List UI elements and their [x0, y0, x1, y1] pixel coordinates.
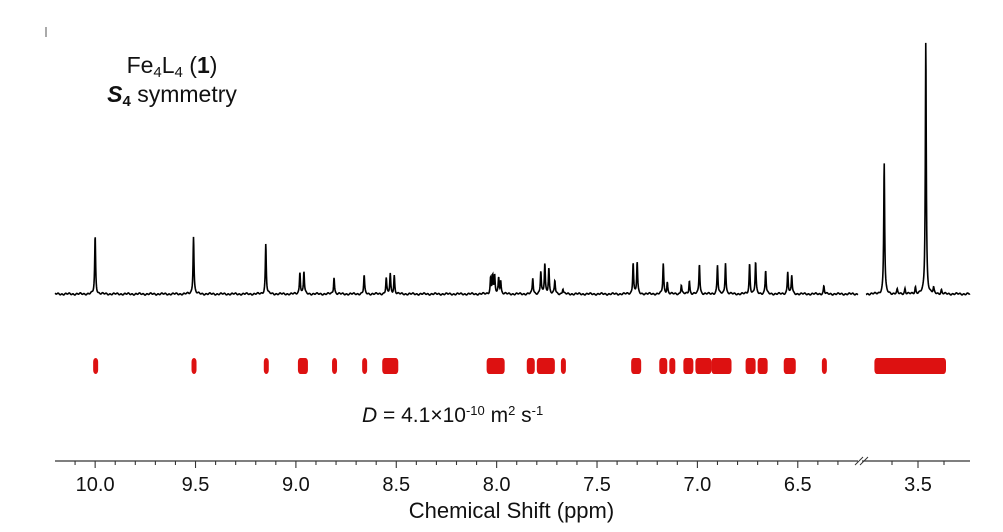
- dosy-mark: [745, 358, 756, 374]
- dosy-mark: [93, 358, 99, 374]
- spectrum-peak: [299, 271, 300, 272]
- axis-tick-label: 8.0: [483, 474, 511, 496]
- axis-tick-label: 6.5: [784, 474, 812, 496]
- dosy-mark: [191, 358, 197, 374]
- axis-tick-label: 7.5: [583, 474, 611, 496]
- dosy-mark: [297, 358, 308, 374]
- dosy-mark: [362, 358, 368, 374]
- spectrum-peak: [884, 162, 885, 163]
- dosy-mark: [560, 358, 566, 374]
- dosy-mark: [695, 358, 712, 374]
- dosy-mark: [526, 358, 535, 374]
- symmetry-label: S4 symmetry: [107, 81, 237, 110]
- dosy-mark: [486, 358, 505, 374]
- spectrum-peak: [193, 235, 194, 236]
- dosy-mark: [536, 358, 555, 374]
- dosy-mark: [683, 358, 694, 374]
- axis-tick-label: 8.5: [382, 474, 410, 496]
- spectrum-group: [54, 40, 971, 296]
- dosy-mark: [382, 358, 399, 374]
- dosy-mark: [332, 358, 338, 374]
- axis-break-mark: [854, 456, 864, 466]
- dosy-mark: [821, 358, 827, 374]
- x-axis: 10.0 9.5 9.0 8.5 8.0 7.5 7.0 6.5 3.5: [55, 456, 970, 496]
- axis-tick-label: 7.0: [683, 474, 711, 496]
- spectrum-peak: [725, 262, 726, 263]
- dosy-mark: [783, 358, 796, 374]
- spectrum-trace-main: [54, 236, 859, 296]
- dosy-mark: [874, 358, 946, 374]
- dosy-mark: [669, 358, 676, 374]
- dosy-group: [93, 358, 946, 374]
- axis-break-mark: [859, 456, 869, 466]
- axis-tick-label: 9.5: [182, 474, 210, 496]
- dosy-mark: [711, 358, 732, 374]
- diffusion-coefficient-label: D = 4.1×10-10 m2 s-1: [362, 403, 544, 427]
- axis-tick-label: 3.5: [904, 474, 932, 496]
- axis-tick-label: 9.0: [282, 474, 310, 496]
- axis-tick-label: 10.0: [76, 474, 115, 496]
- spectrum-peak: [765, 270, 766, 271]
- spectrum-trace-methoxy: [865, 42, 971, 296]
- x-axis-title: Chemical Shift (ppm): [408, 498, 615, 523]
- compound-label: Fe4L4 (1): [126, 52, 218, 81]
- dosy-mark: [757, 358, 768, 374]
- spectrum-peak: [699, 263, 700, 264]
- spectrum-peak: [633, 262, 634, 263]
- chart-title: Fe4L4 (1) S4 symmetry: [82, 51, 262, 109]
- dosy-mark: [263, 358, 269, 374]
- dosy-mark: [631, 358, 642, 374]
- spectrum-peak: [334, 276, 335, 277]
- spectrum-peak: [925, 40, 926, 41]
- dosy-mark: [659, 358, 668, 374]
- spectrum-peak: [95, 235, 96, 236]
